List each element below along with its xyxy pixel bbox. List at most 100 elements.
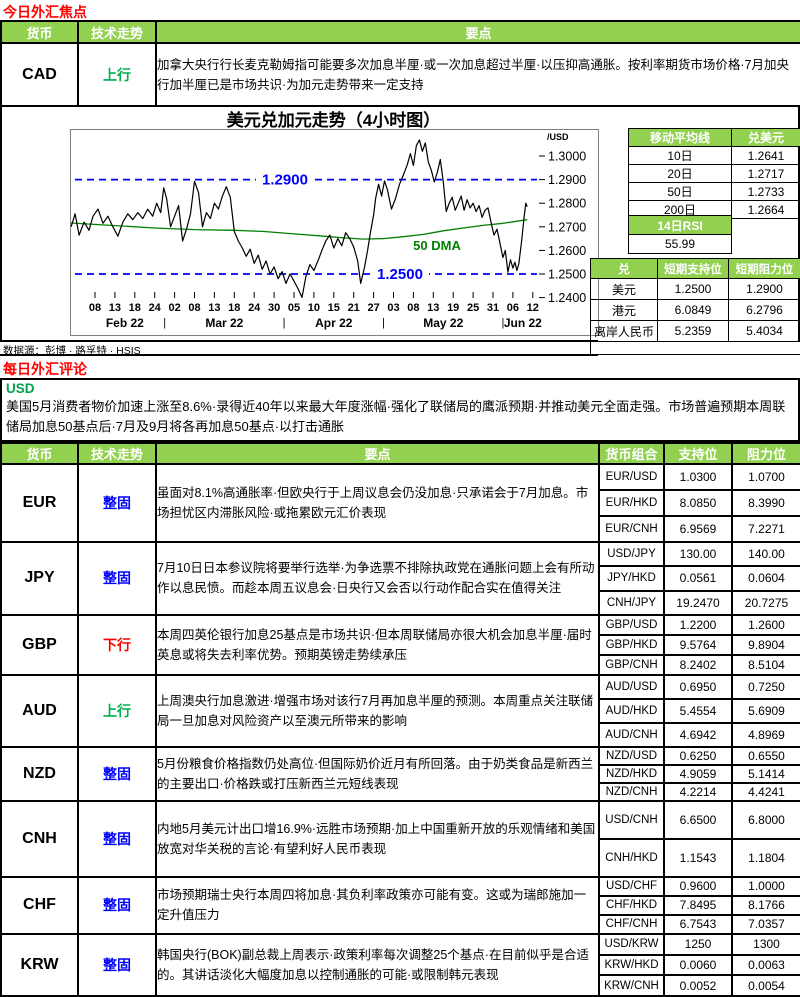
pair-name: USD/KRW — [599, 934, 664, 955]
trend-label: 整固 — [78, 877, 156, 934]
pair-support: 4.9059 — [664, 765, 732, 783]
trend-label: 下行 — [78, 615, 156, 675]
focus-table-grid: 货币 技术走势 要点 CAD 上行 加拿大央行行长麦克勒姆指可能要多次加息半厘·… — [0, 20, 800, 107]
pair-name: CNH/HKD — [599, 839, 664, 877]
focus-header-note: 要点 — [156, 21, 800, 43]
ma-value: 1.2641 — [732, 147, 800, 165]
usd-comment-currency: USD — [6, 380, 794, 397]
pair-name: CHF/CNH — [599, 915, 664, 934]
ma-header-1: 兑美元 — [732, 129, 800, 147]
commentary-note: 市场预期瑞士央行本周四将加息·其负利率政策亦可能有变。这或为瑞郎施加一定升值压力 — [156, 877, 599, 934]
ma-value: 1.2733 — [732, 183, 800, 201]
x-axis-label: 10 — [308, 302, 320, 314]
pair-name: USD/JPY — [599, 542, 664, 566]
y-axis-label: 1.2800 — [548, 197, 586, 211]
pair-resistance: 5.6909 — [732, 699, 800, 723]
pair-resistance: 7.2271 — [732, 516, 800, 542]
x-axis-label: 21 — [348, 302, 360, 314]
pair-name: EUR/USD — [599, 464, 664, 490]
commentary-section-title: 每日外汇评论 — [3, 359, 87, 379]
x-axis-label: 24 — [149, 302, 162, 314]
x-axis-label: 25 — [467, 302, 479, 314]
pair-resistance: 0.6550 — [732, 747, 800, 765]
pair-name: NZD/CNH — [599, 783, 664, 801]
pair-support: 9.5764 — [664, 635, 732, 655]
pair-name: KRW/HKD — [599, 955, 664, 976]
commentary-header-4: 支持位 — [664, 443, 732, 464]
pair-name: CNH/JPY — [599, 591, 664, 615]
currency-code: JPY — [1, 542, 78, 615]
pair-resistance: 8.5104 — [732, 655, 800, 675]
y-axis-label: 1.2500 — [548, 268, 586, 282]
focus-trend: 上行 — [78, 43, 156, 106]
pair-name: GBP/HKD — [599, 635, 664, 655]
pair-resistance: 20.7275 — [732, 591, 800, 615]
pair-support: 1.1543 — [664, 839, 732, 877]
pair-resistance: 8.1766 — [732, 896, 800, 915]
pair-name: JPY/HKD — [599, 566, 664, 590]
commentary-note: 7月10日日本参议院将要举行选举·为争选票不排除执政党在通胀问题上会有所动作以息… — [156, 542, 599, 615]
currency-code: AUD — [1, 675, 78, 747]
trend-label: 整固 — [78, 542, 156, 615]
x-axis-label: 08 — [407, 302, 419, 314]
x-axis-label: 13 — [208, 302, 220, 314]
pair-name: GBP/CNH — [599, 655, 664, 675]
sr-vs-currency: 离岸人民币 — [591, 321, 658, 342]
sr-support: 5.2359 — [658, 321, 729, 342]
x-axis-label: 30 — [268, 302, 280, 314]
focus-note: 加拿大央行行长麦克勒姆指可能要多次加息半厘·或一次加息超过半厘·以压抑高通胀。按… — [156, 43, 800, 106]
pair-support: 0.0060 — [664, 955, 732, 976]
sr-resistance: 5.4034 — [729, 321, 800, 342]
x-axis-label: 27 — [367, 302, 379, 314]
x-axis-label: 24 — [248, 302, 261, 314]
pair-support: 1250 — [664, 934, 732, 955]
pair-resistance: 0.0604 — [732, 566, 800, 590]
y-axis-unit-label: /USD — [547, 132, 569, 142]
pair-support: 0.6250 — [664, 747, 732, 765]
usd-comment-box: USD 美国5月消费者物价加速上涨至8.6%·录得近40年以来最大年度涨幅·强化… — [0, 378, 800, 442]
support-label: 1.2500 — [377, 266, 423, 283]
commentary-header-5: 阻力位 — [732, 443, 800, 464]
pair-resistance: 9.8904 — [732, 635, 800, 655]
month-separator: | — [502, 317, 505, 329]
sr-vs-currency: 美元 — [591, 279, 658, 300]
sr-resistance: 6.2796 — [729, 300, 800, 321]
month-label: Mar 22 — [205, 316, 243, 330]
currency-code: CNH — [1, 801, 78, 877]
commentary-note: 本周四英伦银行加息25基点是市场共识·但本周联储局亦很大机会加息半厘·届时英息或… — [156, 615, 599, 675]
commentary-header-1: 技术走势 — [78, 443, 156, 464]
ma-period: 10日 — [629, 147, 732, 165]
pair-name: KRW/CNH — [599, 975, 664, 996]
rsi-value: 55.99 — [629, 235, 732, 254]
pair-support: 4.2214 — [664, 783, 732, 801]
dma-line — [71, 220, 527, 239]
pair-support: 6.6500 — [664, 801, 732, 839]
trend-label: 整固 — [78, 747, 156, 801]
commentary-header-3: 货币组合 — [599, 443, 664, 464]
pair-name: NZD/USD — [599, 747, 664, 765]
x-axis-label: 02 — [168, 302, 180, 314]
x-axis-label: 31 — [487, 302, 499, 314]
pair-resistance: 7.0357 — [732, 915, 800, 934]
pair-support: 4.6942 — [664, 723, 732, 747]
currency-code: NZD — [1, 747, 78, 801]
pair-name: EUR/HKD — [599, 490, 664, 516]
month-separator: | — [283, 317, 286, 329]
pair-support: 7.8495 — [664, 896, 732, 915]
resistance-label: 1.2900 — [262, 172, 308, 189]
y-axis-label: 1.2600 — [548, 244, 586, 258]
rsi-header: 14日RSI — [629, 216, 732, 235]
pair-name: USD/CHF — [599, 877, 664, 896]
focus-header-trend: 技术走势 — [78, 21, 156, 43]
